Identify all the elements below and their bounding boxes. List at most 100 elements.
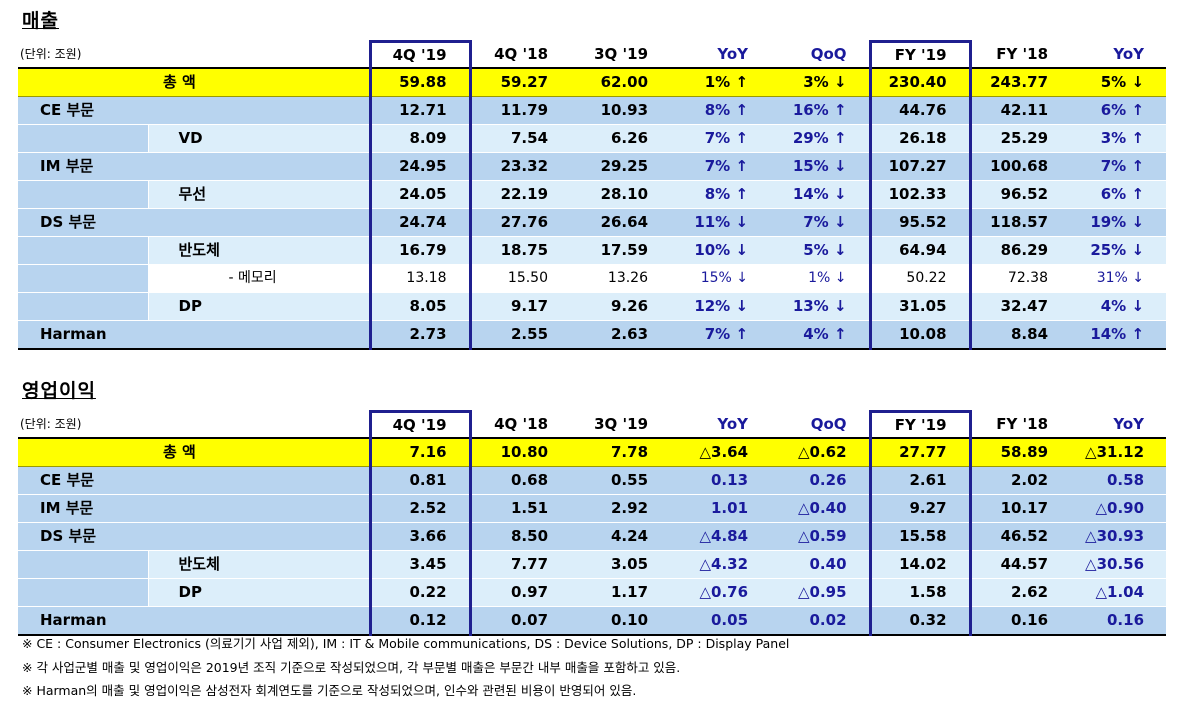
cell: 27.77	[868, 438, 972, 467]
cell: 107.27	[868, 152, 972, 181]
row-label: Harman	[18, 320, 371, 350]
footnote: ※ CE : Consumer Electronics (의료기기 사업 제외)…	[22, 636, 790, 651]
table-row: IM 부문 24.95 23.32 29.25 7% ↑ 15% ↓ 107.2…	[18, 152, 1167, 181]
cell: 1% ↑	[670, 68, 771, 97]
cell: 17.59	[570, 236, 671, 265]
cell: 8% ↑	[670, 180, 771, 209]
col-header: 3Q '19	[570, 411, 671, 439]
cell: 59.27	[470, 68, 571, 97]
cell: 13% ↓	[770, 292, 871, 321]
cell: 230.40	[868, 68, 972, 97]
op-profit-section-title: 영업이익	[22, 380, 96, 402]
col-header: YoY	[670, 41, 771, 69]
cell: 10.17	[970, 494, 1071, 523]
cell: △4.84	[670, 522, 771, 551]
cell: 6% ↑	[1070, 96, 1167, 125]
cell: 10.80	[470, 438, 571, 467]
cell: 29.25	[570, 152, 671, 181]
cell: 5% ↓	[1070, 68, 1167, 97]
unit-label: (단위: 조원)	[18, 411, 371, 439]
row-label: DP	[147, 292, 371, 321]
cell: 0.40	[770, 550, 871, 579]
cell: 15.50	[470, 264, 571, 293]
cell: 7.54	[470, 124, 571, 153]
sales-section-title: 매출	[22, 10, 59, 32]
cell: △0.90	[1070, 494, 1167, 523]
cell: 0.97	[470, 578, 571, 607]
cell: 10.93	[570, 96, 671, 125]
cell: 5% ↓	[770, 236, 871, 265]
cell: △4.32	[670, 550, 771, 579]
cell: 1.17	[570, 578, 671, 607]
row-label: DS 부문	[18, 208, 371, 237]
cell: 3% ↑	[1070, 124, 1167, 153]
op-profit-table: (단위: 조원) 4Q '19 4Q '18 3Q '19 YoY QoQ FY…	[18, 410, 1167, 636]
cell: 0.16	[970, 606, 1071, 636]
cell: 44.57	[970, 550, 1071, 579]
cell: 16% ↑	[770, 96, 871, 125]
cell: 7% ↓	[770, 208, 871, 237]
row-label: 반도체	[147, 236, 371, 265]
cell: 0.10	[570, 606, 671, 636]
cell: 0.32	[868, 606, 972, 636]
cell: 32.47	[970, 292, 1071, 321]
cell: 26.18	[868, 124, 972, 153]
indent-cell	[18, 264, 148, 293]
cell: 42.11	[970, 96, 1071, 125]
row-label: CE 부문	[18, 96, 371, 125]
indent-cell	[18, 578, 148, 607]
cell: 0.58	[1070, 466, 1167, 495]
cell: △30.56	[1070, 550, 1167, 579]
cell: 24.05	[368, 180, 472, 209]
cell: 26.64	[570, 208, 671, 237]
cell: 8.84	[970, 320, 1071, 350]
row-label: 반도체	[147, 550, 371, 579]
cell: △1.04	[1070, 578, 1167, 607]
row-label: CE 부문	[18, 466, 371, 495]
table-row: DS 부문 24.74 27.76 26.64 11% ↓ 7% ↓ 95.52…	[18, 208, 1167, 237]
sales-table: (단위: 조원) 4Q '19 4Q '18 3Q '19 YoY QoQ FY…	[18, 40, 1167, 350]
cell: 19% ↓	[1070, 208, 1167, 237]
cell: 27.76	[470, 208, 571, 237]
col-header: 4Q '18	[470, 41, 571, 69]
cell: 31.05	[868, 292, 972, 321]
cell: 11% ↓	[670, 208, 771, 237]
cell: 8.50	[470, 522, 571, 551]
cell: 8% ↑	[670, 96, 771, 125]
cell: 15% ↓	[770, 152, 871, 181]
cell: 16.79	[368, 236, 472, 265]
cell: 62.00	[570, 68, 671, 97]
cell: 28.10	[570, 180, 671, 209]
cell: 3.66	[368, 522, 472, 551]
cell: 118.57	[970, 208, 1071, 237]
cell: 3.45	[368, 550, 472, 579]
cell: 2.52	[368, 494, 472, 523]
cell: △0.59	[770, 522, 871, 551]
col-header: 4Q '18	[470, 411, 571, 439]
cell: 0.55	[570, 466, 671, 495]
cell: △3.64	[670, 438, 771, 467]
cell: 59.88	[368, 68, 472, 97]
col-header: FY '19	[868, 40, 972, 69]
cell: 25% ↓	[1070, 236, 1167, 265]
cell: 4.24	[570, 522, 671, 551]
total-row: 총 액 7.16 10.80 7.78 △3.64 △0.62 27.77 58…	[18, 438, 1167, 467]
cell: 12.71	[368, 96, 472, 125]
cell: 8.09	[368, 124, 472, 153]
table-row: Harman 0.12 0.07 0.10 0.05 0.02 0.32 0.1…	[18, 606, 1167, 636]
col-header: 4Q '19	[368, 410, 472, 439]
cell: △0.95	[770, 578, 871, 607]
cell: 2.55	[470, 320, 571, 350]
cell: 0.16	[1070, 606, 1167, 636]
cell: 2.73	[368, 320, 472, 350]
cell: 72.38	[970, 264, 1071, 293]
indent-cell	[18, 124, 148, 153]
cell: 13.18	[368, 264, 472, 293]
table-row: DS 부문 3.66 8.50 4.24 △4.84 △0.59 15.58 4…	[18, 522, 1167, 551]
cell: 0.22	[368, 578, 472, 607]
footnotes: ※ CE : Consumer Electronics (의료기기 사업 제외)…	[22, 632, 789, 703]
cell: 7% ↑	[670, 124, 771, 153]
cell: 2.63	[570, 320, 671, 350]
cell: 3.05	[570, 550, 671, 579]
indent-cell	[18, 292, 148, 321]
